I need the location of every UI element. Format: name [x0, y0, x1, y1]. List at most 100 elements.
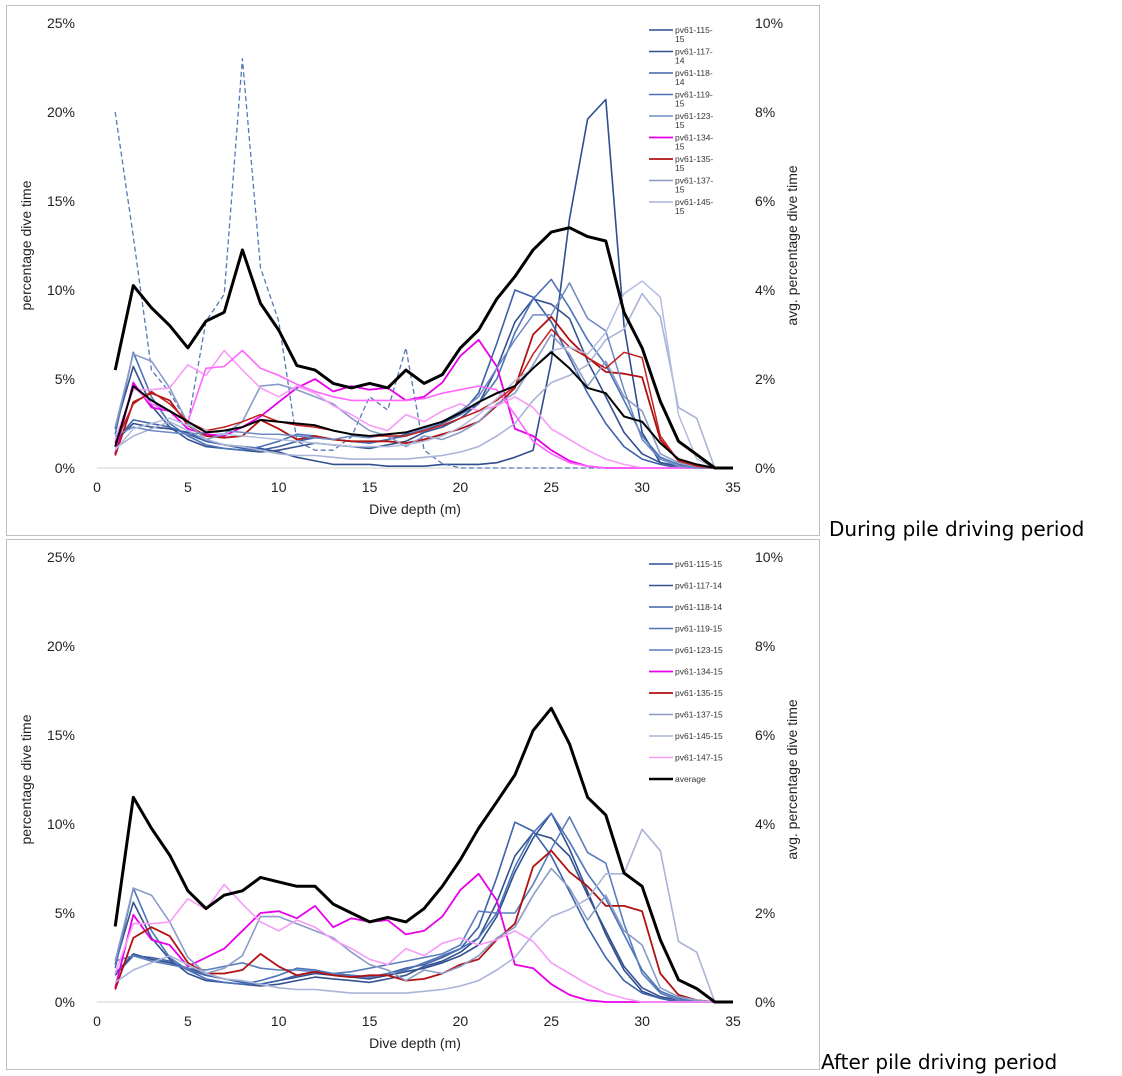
x-tick-label: 35: [725, 1013, 741, 1029]
y2-axis-title: avg. percentage dive time: [784, 699, 800, 860]
series-line-pv61-137-15: [114, 867, 733, 1003]
series-line-average: [113, 226, 733, 470]
legend-label-part: 15: [675, 206, 685, 216]
legend-label-part: 14: [675, 77, 685, 87]
y-tick-label: 0%: [55, 460, 75, 476]
legend-label-part: 15: [675, 34, 685, 44]
x-tick-label: 20: [453, 1013, 469, 1029]
series-line-pv61-146-15: [114, 280, 733, 469]
legend-label: pv61-115-15: [675, 25, 713, 44]
series-line-pv61-123-15: [114, 816, 733, 1003]
legend-label: pv61-123-15: [675, 111, 713, 130]
chart-after-svg: 0% 5% 10% 15% 20% 25% 0% 2% 4% 6% 8% 10% 0 5 10 15 20 25 3…: [18, 549, 800, 1051]
legend-label-part: pv61-118-: [675, 68, 713, 78]
legend-label-part: pv61-115-: [675, 25, 713, 35]
series-line-pv61-147-15: [114, 349, 733, 469]
chart-panel-after: 0% 5% 10% 15% 20% 25% 0% 2% 4% 6% 8% 10% 0 5 10 15 20 25 3…: [6, 539, 820, 1070]
legend-label: pv61-137-15: [675, 710, 723, 720]
legend-label-part: 14: [675, 56, 685, 66]
x-tick-label: 0: [93, 479, 101, 495]
y2-tick-label: 0%: [755, 994, 775, 1010]
y-tick-label: 20%: [47, 104, 75, 120]
series-group: [113, 706, 733, 1004]
y2-tick-label: 4%: [755, 816, 775, 832]
legend-label-part: pv61-137-: [675, 176, 713, 186]
legend-label-part: pv61-134-: [675, 133, 713, 143]
y-tick-label: 10%: [47, 282, 75, 298]
series-line-pv61-117-14: [114, 832, 733, 1003]
x-tick-label: 0: [93, 1013, 101, 1029]
legend-label-part: pv61-123-: [675, 111, 713, 121]
series-line-pv61-137-15: [114, 333, 733, 469]
series-group: [113, 57, 733, 470]
x-axis-title: Dive depth (m): [369, 501, 461, 517]
series-line-average-lower: [114, 351, 733, 469]
y-axis-title: percentage dive time: [18, 180, 34, 310]
x-tick-label: 15: [362, 479, 378, 495]
y2-tick-label: 2%: [755, 371, 775, 387]
legend-label: pv61-145-15: [675, 731, 723, 741]
legend-label-part: 15: [675, 142, 685, 152]
y-tick-label: 15%: [47, 727, 75, 743]
legend-label-part: pv61-117-: [675, 47, 713, 57]
series-line-pv61-119-15: [114, 812, 733, 1003]
chart-caption-during: During pile driving period: [829, 517, 1085, 541]
series-line-pv61-134-15: [114, 872, 733, 1003]
y2-tick-label: 10%: [755, 15, 783, 31]
chart-during-svg: 0% 5% 10% 15% 20% 25% 0% 2% 4% 6% 8% 10% 0 5 10 15 20 25 3…: [18, 15, 800, 517]
x-tick-label: 20: [453, 479, 469, 495]
y2-tick-label: 8%: [755, 104, 775, 120]
legend-label: pv61-137-15: [675, 176, 713, 195]
y2-tick-label: 6%: [755, 193, 775, 209]
y-tick-label: 5%: [55, 371, 75, 387]
x-tick-label: 30: [634, 479, 650, 495]
series-line-pv61-123-15: [114, 57, 733, 469]
x-tick-label: 5: [184, 1013, 192, 1029]
legend-label: pv61-119-15: [675, 624, 722, 634]
legend-label: pv61-117-14: [675, 47, 713, 66]
y-tick-label: 10%: [47, 816, 75, 832]
series-line-pv61-118-14: [114, 821, 733, 1003]
legend-label-part: 15: [675, 163, 685, 173]
legend-label: pv61-115-15: [675, 559, 722, 569]
y2-tick-label: 8%: [755, 638, 775, 654]
legend-label: pv61-119-15: [675, 90, 713, 109]
y2-axis-title: avg. percentage dive time: [784, 165, 800, 326]
series-line-pv61-139-15: [114, 349, 733, 469]
series-line-pv61-135-15: [114, 849, 733, 1003]
y-tick-label: 20%: [47, 638, 75, 654]
y2-tick-label: 0%: [755, 460, 775, 476]
x-tick-label: 30: [634, 1013, 650, 1029]
y2-tick-label: 6%: [755, 727, 775, 743]
legend-label: pv61-145-15: [675, 197, 713, 216]
legend-label: pv61-135-15: [675, 688, 723, 698]
legend: pv61-115-15pv61-117-14pv61-118-14pv61-11…: [649, 25, 713, 216]
legend: pv61-115-15pv61-117-14pv61-118-14pv61-11…: [649, 559, 723, 784]
series-line-pv61-145-15: [114, 292, 733, 469]
x-tick-label: 25: [543, 479, 559, 495]
series-line-pv61-145-15: [114, 828, 733, 1003]
y-tick-label: 25%: [47, 549, 75, 565]
x-tick-label: 10: [271, 1013, 287, 1029]
x-tick-label: 5: [184, 479, 192, 495]
legend-label: pv61-135-15: [675, 154, 713, 173]
y-tick-label: 0%: [55, 994, 75, 1010]
legend-label: pv61-117-14: [675, 581, 722, 591]
legend-label: pv61-147-15: [675, 753, 723, 763]
legend-label-part: 15: [675, 99, 685, 109]
legend-label-part: pv61-135-: [675, 154, 713, 164]
y2-tick-label: 2%: [755, 905, 775, 921]
legend-label: pv61-123-15: [675, 645, 723, 655]
legend-label-part: pv61-145-: [675, 197, 713, 207]
series-line-pv61-136-15: [114, 328, 733, 469]
series-line-pv61-147-15: [114, 883, 733, 1003]
series-line-pv61-135-15: [114, 315, 733, 469]
legend-label-part: 15: [675, 120, 685, 130]
series-line-average: [113, 706, 733, 1004]
x-tick-label: 15: [362, 1013, 378, 1029]
legend-label: pv61-134-15: [675, 133, 713, 152]
y-axis-title: percentage dive time: [18, 714, 34, 844]
x-tick-label: 35: [725, 479, 741, 495]
chart-panel-during: 0% 5% 10% 15% 20% 25% 0% 2% 4% 6% 8% 10% 0 5 10 15 20 25 3…: [6, 5, 820, 536]
legend-label-part: pv61-119-: [675, 90, 713, 100]
